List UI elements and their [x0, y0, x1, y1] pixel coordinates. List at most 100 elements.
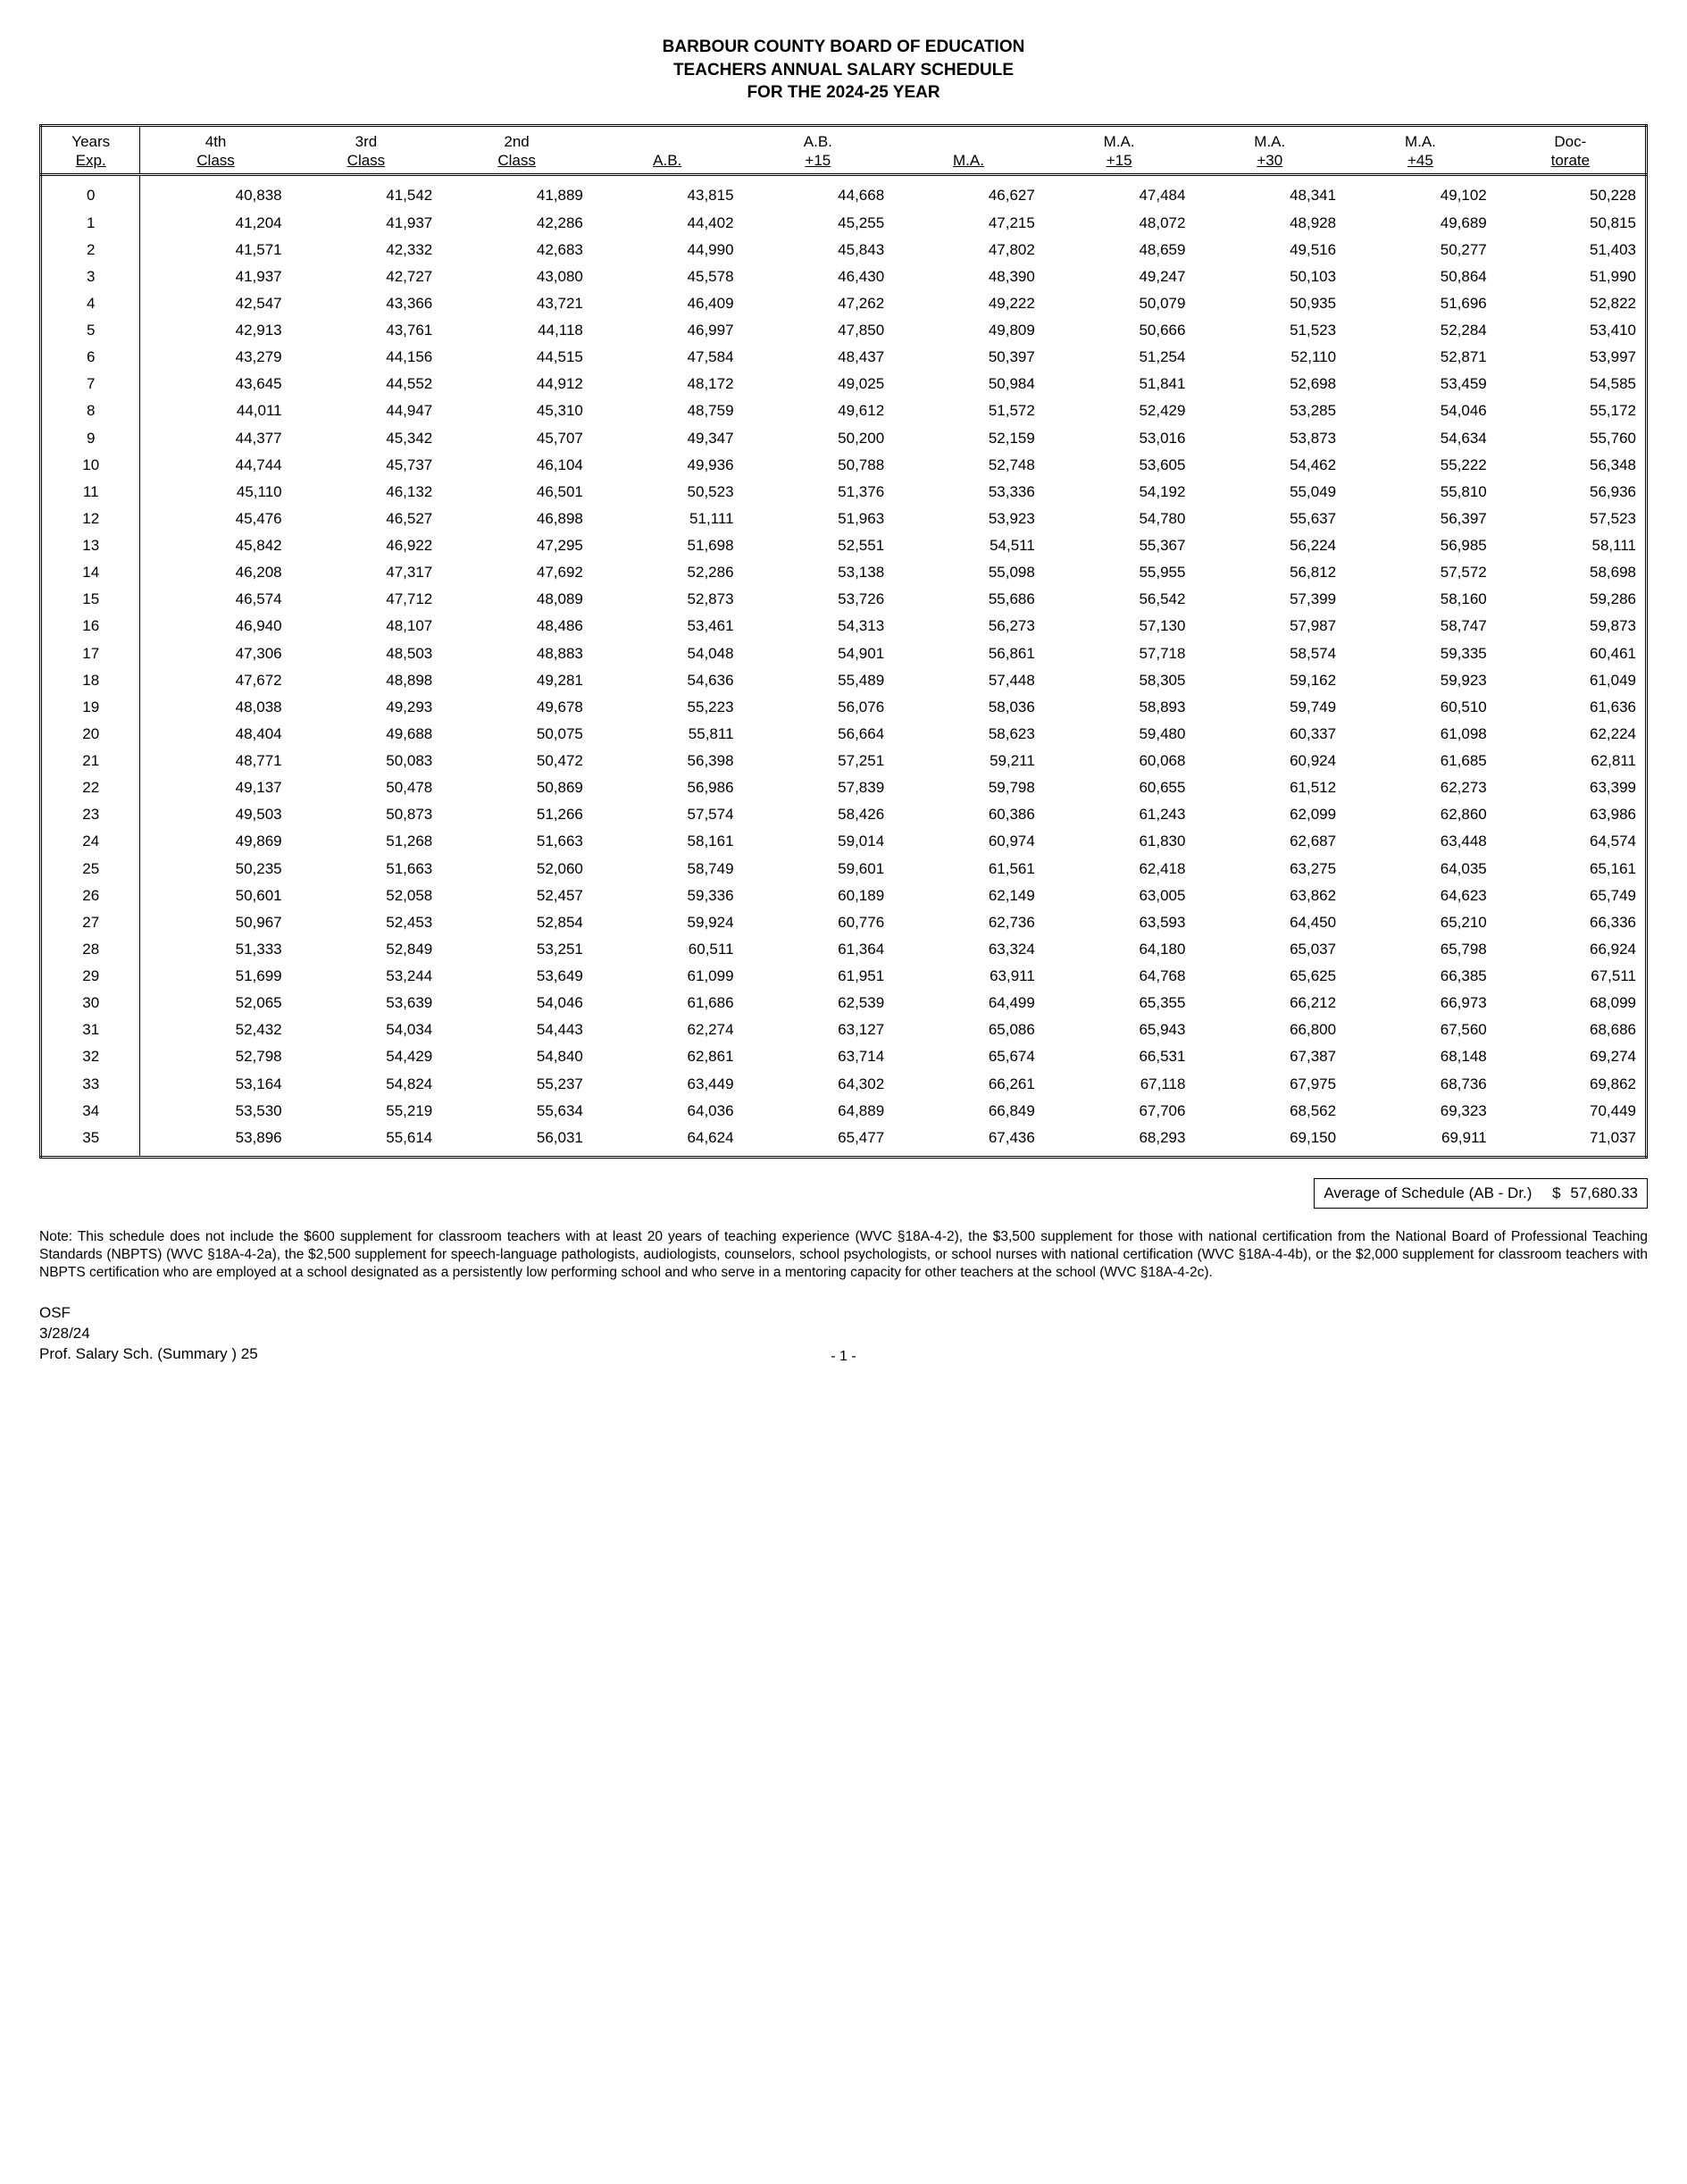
salary-cell: 63,127 [743, 1017, 894, 1043]
salary-cell: 69,274 [1496, 1043, 1647, 1070]
salary-cell: 58,749 [592, 856, 743, 883]
salary-cell: 68,293 [1044, 1125, 1195, 1158]
salary-cell: 42,727 [291, 264, 442, 290]
salary-cell: 57,839 [743, 774, 894, 801]
table-row: 2148,77150,08350,47256,39857,25159,21160… [41, 748, 1647, 774]
salary-cell: 55,686 [893, 586, 1044, 613]
years-exp-cell: 20 [41, 721, 140, 748]
salary-cell: 68,562 [1194, 1098, 1345, 1125]
salary-cell: 46,940 [140, 613, 291, 640]
salary-cell: 47,295 [441, 532, 592, 559]
salary-cell: 53,164 [140, 1071, 291, 1098]
salary-cell: 56,542 [1044, 586, 1195, 613]
salary-cell: 53,285 [1194, 397, 1345, 424]
salary-cell: 63,911 [893, 963, 1044, 990]
column-header-bottom: +15 [745, 151, 892, 170]
salary-cell: 61,951 [743, 963, 894, 990]
salary-cell: 52,058 [291, 883, 442, 909]
salary-cell: 47,802 [893, 237, 1044, 264]
table-row: 2048,40449,68850,07555,81156,66458,62359… [41, 721, 1647, 748]
salary-cell: 56,397 [1345, 506, 1496, 532]
salary-cell: 52,284 [1345, 317, 1496, 344]
salary-cell: 68,099 [1496, 990, 1647, 1017]
salary-cell: 48,928 [1194, 210, 1345, 237]
salary-cell: 54,462 [1194, 452, 1345, 479]
salary-cell: 46,627 [893, 175, 1044, 210]
table-body: 040,83841,54241,88943,81544,66846,62747,… [41, 175, 1647, 1158]
salary-cell: 55,637 [1194, 506, 1345, 532]
salary-cell: 55,810 [1345, 479, 1496, 506]
salary-cell: 55,222 [1345, 452, 1496, 479]
salary-cell: 52,798 [140, 1043, 291, 1070]
salary-cell: 49,222 [893, 290, 1044, 317]
salary-cell: 47,584 [592, 344, 743, 371]
salary-cell: 65,086 [893, 1017, 1044, 1043]
years-exp-cell: 3 [41, 264, 140, 290]
table-row: 1646,94048,10748,48653,46154,31356,27357… [41, 613, 1647, 640]
salary-cell: 45,310 [441, 397, 592, 424]
salary-cell: 47,850 [743, 317, 894, 344]
salary-cell: 58,111 [1496, 532, 1647, 559]
table-row: 2851,33352,84953,25160,51161,36463,32464… [41, 936, 1647, 963]
salary-cell: 69,862 [1496, 1071, 1647, 1098]
salary-cell: 50,478 [291, 774, 442, 801]
years-exp-cell: 17 [41, 640, 140, 667]
page-number: - 1 - [39, 1349, 1648, 1365]
salary-cell: 48,883 [441, 640, 592, 667]
salary-cell: 48,437 [743, 344, 894, 371]
salary-cell: 44,912 [441, 371, 592, 397]
salary-cell: 52,551 [743, 532, 894, 559]
salary-cell: 55,172 [1496, 397, 1647, 424]
column-header-bottom: +30 [1196, 151, 1343, 170]
years-exp-cell: 25 [41, 856, 140, 883]
salary-cell: 66,385 [1345, 963, 1496, 990]
salary-cell: 52,060 [441, 856, 592, 883]
salary-cell: 47,306 [140, 640, 291, 667]
salary-cell: 44,515 [441, 344, 592, 371]
table-row: 1847,67248,89849,28154,63655,48957,44858… [41, 667, 1647, 694]
table-row: 3353,16454,82455,23763,44964,30266,26167… [41, 1071, 1647, 1098]
table-header-row: YearsExp.4thClass3rdClass2ndClassA.B.A.B… [41, 125, 1647, 175]
table-row: 3453,53055,21955,63464,03664,88966,84967… [41, 1098, 1647, 1125]
salary-cell: 63,324 [893, 936, 1044, 963]
salary-cell: 52,871 [1345, 344, 1496, 371]
table-row: 3553,89655,61456,03164,62465,47767,43668… [41, 1125, 1647, 1158]
salary-cell: 58,623 [893, 721, 1044, 748]
salary-cell: 50,228 [1496, 175, 1647, 210]
salary-cell: 49,137 [140, 774, 291, 801]
salary-cell: 62,273 [1345, 774, 1496, 801]
salary-cell: 53,251 [441, 936, 592, 963]
salary-cell: 48,089 [441, 586, 592, 613]
salary-cell: 51,254 [1044, 344, 1195, 371]
salary-cell: 50,523 [592, 479, 743, 506]
salary-cell: 44,402 [592, 210, 743, 237]
years-exp-cell: 1 [41, 210, 140, 237]
salary-cell: 55,760 [1496, 425, 1647, 452]
salary-cell: 46,997 [592, 317, 743, 344]
salary-cell: 54,585 [1496, 371, 1647, 397]
salary-cell: 67,118 [1044, 1071, 1195, 1098]
table-row: 2951,69953,24453,64961,09961,95163,91164… [41, 963, 1647, 990]
salary-cell: 46,104 [441, 452, 592, 479]
salary-cell: 46,409 [592, 290, 743, 317]
salary-cell: 49,247 [1044, 264, 1195, 290]
salary-cell: 48,771 [140, 748, 291, 774]
salary-cell: 44,156 [291, 344, 442, 371]
salary-cell: 59,162 [1194, 667, 1345, 694]
title-line-3: FOR THE 2024-25 YEAR [39, 81, 1648, 105]
table-row: 2449,86951,26851,66358,16159,01460,97461… [41, 828, 1647, 855]
salary-cell: 48,038 [140, 694, 291, 721]
salary-cell: 61,364 [743, 936, 894, 963]
table-row: 1446,20847,31747,69252,28653,13855,09855… [41, 559, 1647, 586]
salary-cell: 52,429 [1044, 397, 1195, 424]
salary-cell: 51,333 [140, 936, 291, 963]
salary-cell: 59,211 [893, 748, 1044, 774]
salary-cell: 56,224 [1194, 532, 1345, 559]
salary-cell: 56,031 [441, 1125, 592, 1158]
salary-cell: 49,869 [140, 828, 291, 855]
years-exp-cell: 19 [41, 694, 140, 721]
salary-cell: 62,687 [1194, 828, 1345, 855]
salary-cell: 59,601 [743, 856, 894, 883]
salary-cell: 50,235 [140, 856, 291, 883]
years-exp-cell: 24 [41, 828, 140, 855]
